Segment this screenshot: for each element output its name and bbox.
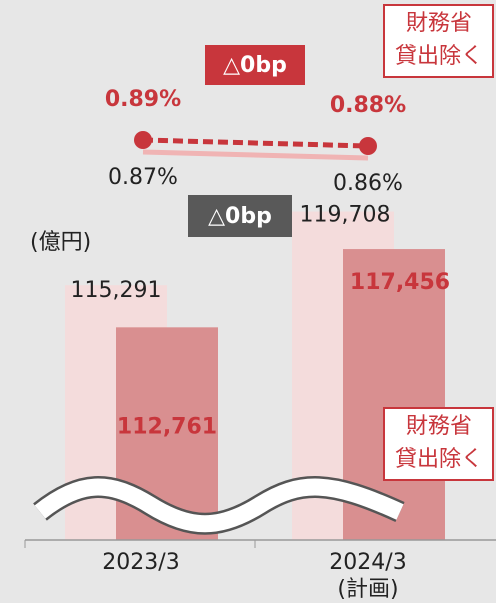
value-label: 119,708 [300, 203, 391, 228]
rate-label: 0.88% [330, 93, 406, 118]
rate-point [134, 131, 152, 149]
note-text: 貸出除く [395, 447, 483, 472]
change-box [188, 195, 292, 237]
change-box [205, 45, 305, 85]
note-text: 財務省 [406, 414, 472, 439]
x-tick-label: 2023/3 [102, 550, 179, 575]
change-label: △0bp [208, 204, 272, 229]
note-text: 財務省 [406, 11, 472, 36]
note-box [383, 407, 494, 481]
rate-label: 0.87% [108, 165, 178, 190]
value-label: 115,291 [71, 278, 162, 303]
x-tick-label: 2024/3 [329, 550, 406, 575]
rate-label: 0.89% [105, 87, 181, 112]
value-label: 112,761 [117, 414, 217, 439]
rate-point [359, 137, 377, 155]
change-label: △0bp [223, 53, 287, 78]
rate-line [142, 149, 369, 161]
note-text: 貸出除く [395, 44, 483, 69]
rate-line [142, 137, 369, 149]
x-tick-note: (計画) [337, 577, 398, 602]
value-label: 117,456 [350, 270, 450, 295]
unit-label: (億円) [30, 230, 91, 255]
axis-break [33, 476, 405, 535]
rate-label: 0.86% [333, 171, 403, 196]
note-box [383, 4, 494, 78]
